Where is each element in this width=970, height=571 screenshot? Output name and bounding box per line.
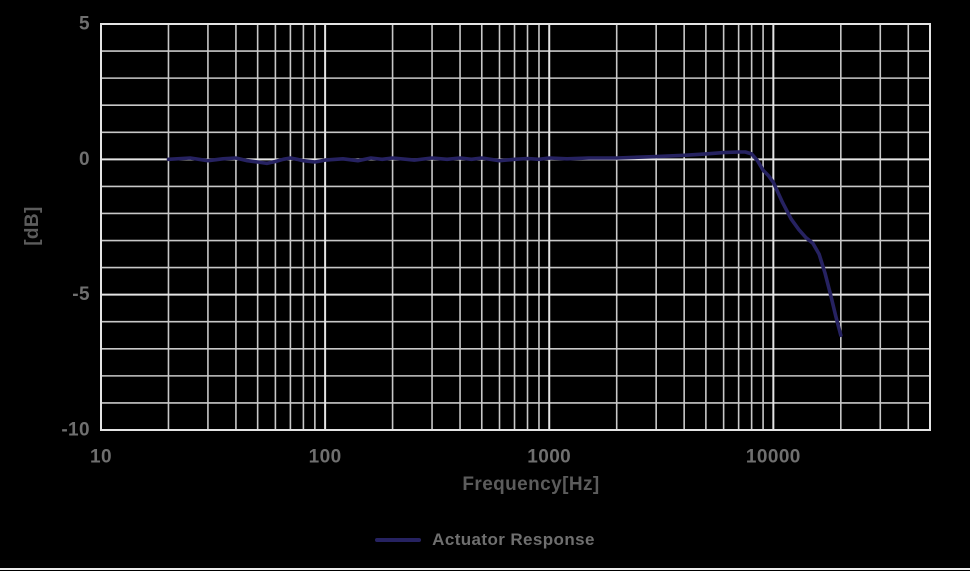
plot-border bbox=[100, 23, 931, 431]
x-axis-title: Frequency[Hz] bbox=[462, 474, 599, 495]
legend-line-swatch bbox=[375, 538, 422, 542]
y-tick-label: -10 bbox=[61, 420, 90, 441]
x-tick-label: 10000 bbox=[746, 447, 801, 468]
y-axis-title: [dB] bbox=[22, 206, 43, 246]
gridlines-minor bbox=[101, 24, 931, 430]
x-tick-label: 100 bbox=[309, 447, 342, 468]
x-tick-label: 1000 bbox=[527, 447, 571, 468]
x-axis-tick-labels: 10 100 1000 10000 bbox=[90, 447, 801, 468]
gridlines-major bbox=[100, 23, 930, 431]
chart-legend: Actuator Response bbox=[0, 527, 970, 553]
window-bottom-edge bbox=[0, 568, 970, 570]
y-tick-label: -5 bbox=[72, 284, 90, 305]
y-tick-label: 0 bbox=[79, 149, 90, 170]
x-tick-label: 10 bbox=[90, 447, 112, 468]
series-line bbox=[166, 150, 843, 338]
response-curve bbox=[166, 150, 843, 338]
y-tick-label: 5 bbox=[79, 14, 90, 35]
legend-label: Actuator Response bbox=[432, 530, 595, 549]
y-axis-tick-labels: 5 0 -5 -10 bbox=[61, 14, 90, 441]
